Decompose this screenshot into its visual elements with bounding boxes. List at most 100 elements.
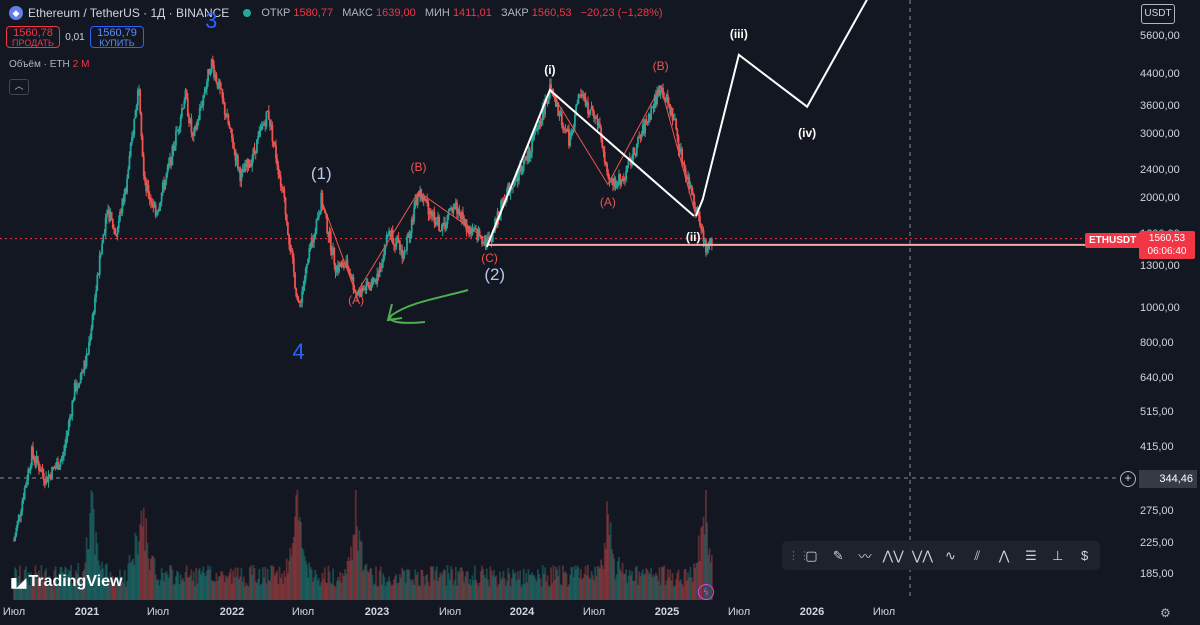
volume-bar [471, 575, 474, 600]
volume-bar [415, 574, 418, 600]
volume-bar [35, 572, 38, 600]
fib-icon[interactable]: ☰ [1025, 547, 1037, 563]
volume-bar [372, 584, 375, 600]
currency-selector[interactable]: USDT [1141, 4, 1175, 24]
volume-bar [139, 524, 142, 600]
time-tick-label: 2024 [509, 606, 535, 618]
impulse-wave-icon[interactable]: ⋀⋁ [882, 547, 904, 563]
drag-handle-icon[interactable]: ⋮⋮ [788, 550, 810, 562]
correction-wave-icon[interactable]: ⋁⋀ [911, 547, 934, 563]
volume-legend[interactable]: Объём · ETH 2 M [9, 59, 90, 70]
candle-body [619, 174, 622, 185]
rectangle-icon[interactable]: ▢ [805, 547, 818, 563]
tradingview-logo[interactable]: ▮◢ TradingView [10, 573, 123, 590]
candle-body [582, 94, 585, 96]
candle-body [244, 164, 246, 173]
collapse-chevron-icon[interactable]: ︿ [9, 79, 29, 95]
volume-bar [86, 549, 89, 600]
candle-body [468, 225, 470, 235]
candle-body [391, 229, 394, 243]
symbol-title[interactable]: Ethereum / TetherUS · 1Д · BINANCE [28, 6, 230, 20]
volume-bar [581, 579, 583, 600]
volume-bar [685, 580, 688, 600]
candle-body [53, 467, 56, 469]
volume-bar [676, 572, 679, 600]
candle-body [652, 107, 655, 109]
volume-bar [495, 575, 498, 600]
candle-body [217, 80, 220, 89]
volume-bar [40, 565, 43, 600]
volume-bar [466, 571, 469, 600]
volume-bar [447, 573, 450, 600]
volume-bar [587, 564, 589, 600]
volume-bar [136, 554, 139, 600]
candle-body [203, 92, 206, 96]
price-tick-label: 415,00 [1140, 440, 1174, 453]
volume-bar [384, 586, 387, 600]
triangle-wave-icon[interactable]: ∿ [945, 547, 956, 563]
volume-bar [33, 583, 36, 600]
candle-body [225, 114, 227, 118]
volume-bar [668, 577, 670, 600]
volume-bar [401, 567, 404, 600]
time-tick-label: 2021 [74, 606, 100, 618]
brush-icon[interactable]: ✎ [832, 547, 844, 563]
volume-bar [236, 567, 239, 600]
price-tick-label: 640,00 [1140, 372, 1174, 385]
candle-body [665, 94, 668, 100]
volume-bar [71, 583, 74, 600]
candle-body [152, 204, 155, 208]
volume-bar [340, 582, 343, 600]
channel-icon[interactable]: ⫽ [974, 547, 981, 563]
volume-bar [535, 581, 538, 600]
symbol-price-tag: ETHUSDT [1085, 233, 1141, 248]
candle-body [390, 229, 393, 236]
candle-body [538, 120, 541, 128]
volume-bar [396, 583, 399, 600]
volume-bar [248, 567, 251, 600]
volume-bar [554, 566, 557, 600]
candle-body [618, 174, 620, 184]
volume-bar [660, 566, 663, 600]
volume-bar [155, 580, 158, 600]
candle-body [136, 90, 139, 106]
candle-body [558, 112, 561, 116]
candle-body [76, 386, 78, 391]
candle-body [94, 297, 96, 313]
long-position-icon[interactable]: ⊥ [1052, 547, 1064, 563]
volume-bar [175, 576, 177, 600]
candle-body [52, 467, 55, 469]
volume-bar [60, 567, 63, 600]
volume-bar [649, 574, 651, 600]
volume-bar [597, 566, 600, 600]
volume-bar [493, 570, 495, 600]
candle-body [222, 98, 225, 103]
candle-body [385, 234, 388, 246]
volume-bar [132, 558, 134, 600]
flash-event-icon[interactable]: ϟ [698, 584, 714, 600]
candle-body [332, 248, 335, 256]
candle-body [440, 230, 443, 232]
volume-bar [634, 567, 637, 600]
volume-bar [681, 583, 683, 600]
candle-body [682, 162, 685, 165]
add-alert-plus-icon[interactable]: + [1120, 471, 1136, 487]
candle-body [646, 121, 649, 123]
candle-body [104, 217, 107, 233]
price-range-icon[interactable]: $ [1080, 548, 1089, 563]
sell-button[interactable]: 1560,78 ПРОДАТЬ [6, 26, 60, 48]
volume-bar [444, 570, 446, 600]
volume-bar [619, 568, 622, 600]
volume-bar [202, 566, 205, 600]
volume-bar [211, 580, 214, 600]
buy-button[interactable]: 1560,79 КУПИТЬ [90, 26, 144, 48]
candle-body [221, 89, 224, 99]
candle-body [356, 293, 358, 296]
gear-icon[interactable]: ⚙ [1160, 606, 1171, 620]
polyline-icon[interactable]: 〰 [858, 549, 872, 564]
candle-body [192, 131, 195, 136]
abc-wave-icon[interactable]: ⋀ [998, 547, 1010, 563]
candle-body [649, 113, 651, 120]
volume-bar [140, 510, 143, 600]
